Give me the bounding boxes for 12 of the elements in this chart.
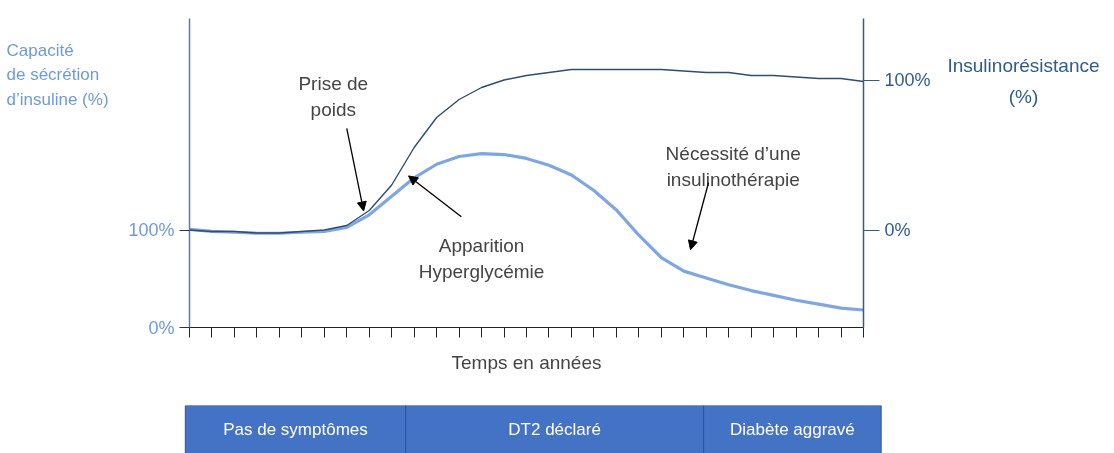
text: DT2 déclaré — [508, 420, 601, 439]
line-series — [189, 68, 864, 234]
text: Pas de symptômes — [223, 420, 368, 439]
y2-tick-label: 0% — [884, 220, 911, 240]
annotation: Apparition Hyperglycémie — [418, 235, 545, 283]
y-axis-title: Capacité de sécrétion d’insuline (%) — [6, 40, 109, 109]
x-axis-title: Temps en années — [451, 351, 602, 373]
annotation: Nécessité d’une insulinothérapie — [665, 142, 801, 191]
annotation: Prise de poids — [298, 72, 369, 121]
y2-axis-title: Insulinorésistance (%) — [947, 54, 1100, 107]
text: Diabète aggravé — [729, 420, 855, 439]
y2-tick-label: 100% — [884, 70, 931, 90]
